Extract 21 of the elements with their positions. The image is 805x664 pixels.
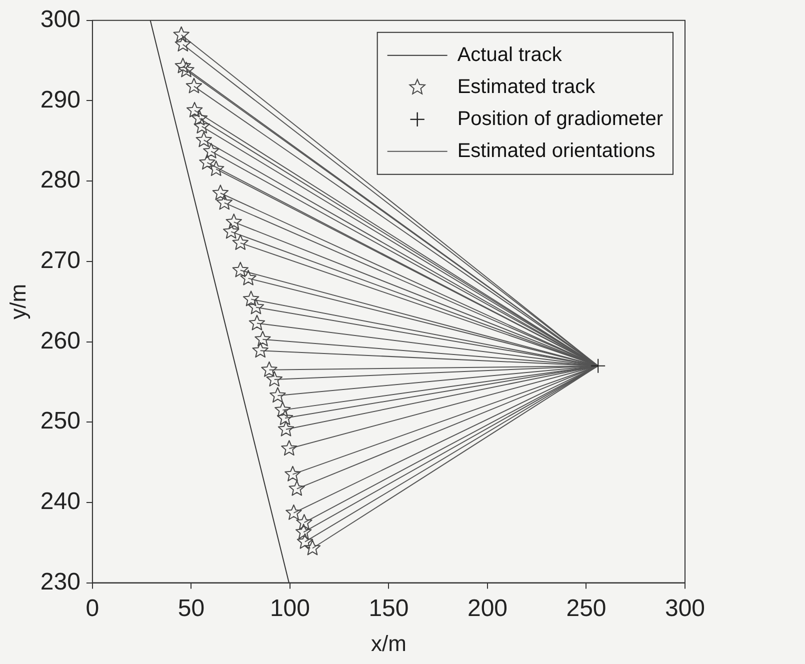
legend-label: Actual track: [457, 44, 563, 66]
y-tick-label: 300: [40, 6, 80, 34]
y-tick-label: 270: [40, 247, 80, 274]
y-tick-label: 250: [40, 408, 80, 435]
y-tick-label: 240: [40, 488, 80, 516]
y-tick-label: 260: [40, 327, 80, 354]
x-tick-label: 200: [467, 594, 508, 622]
x-tick-label: 150: [368, 594, 409, 622]
x-tick-label: 300: [664, 594, 706, 622]
x-tick-label: 250: [566, 594, 606, 622]
legend-label: Estimated track: [457, 76, 596, 98]
x-tick-label: 0: [86, 594, 100, 622]
legend-label: Position of gradiometer: [457, 108, 664, 130]
x-axis-title: x/m: [370, 630, 406, 656]
y-tick-label: 230: [40, 568, 80, 596]
y-axis-title: y/m: [5, 284, 30, 320]
legend-label: Estimated orientations: [457, 140, 656, 162]
y-tick-label: 290: [40, 86, 80, 114]
x-tick-label: 50: [178, 594, 205, 622]
y-tick-label: 280: [40, 166, 80, 194]
x-tick-label: 100: [270, 594, 310, 622]
